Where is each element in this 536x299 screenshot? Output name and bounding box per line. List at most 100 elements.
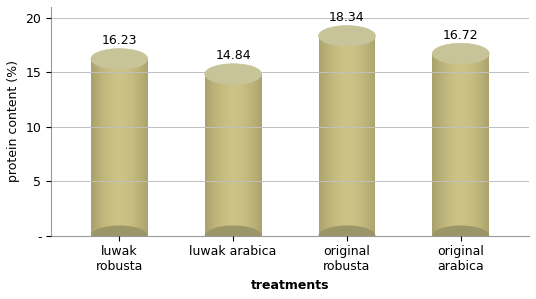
Bar <box>230 74 231 236</box>
Bar <box>210 74 211 236</box>
Bar <box>254 74 255 236</box>
Bar <box>464 54 465 236</box>
Bar <box>434 54 435 236</box>
Bar <box>122 59 123 236</box>
Bar <box>336 36 337 236</box>
Bar <box>112 59 113 236</box>
Bar <box>214 74 215 236</box>
Bar <box>145 59 146 236</box>
Bar <box>368 36 369 236</box>
Bar <box>141 59 142 236</box>
Bar <box>365 36 366 236</box>
Bar <box>478 54 479 236</box>
Bar <box>459 54 460 236</box>
Bar <box>227 74 228 236</box>
Bar <box>215 74 216 236</box>
Bar <box>124 59 125 236</box>
Bar <box>474 54 475 236</box>
Bar <box>259 74 260 236</box>
Bar <box>249 74 250 236</box>
Bar <box>92 59 93 236</box>
Bar <box>349 36 350 236</box>
Bar <box>438 54 439 236</box>
Bar <box>356 36 358 236</box>
Bar <box>332 36 333 236</box>
Bar <box>346 36 347 236</box>
Bar <box>367 36 368 236</box>
Bar <box>486 54 487 236</box>
Bar <box>257 74 258 236</box>
Bar <box>371 36 373 236</box>
Bar <box>468 54 470 236</box>
Bar <box>448 54 449 236</box>
Bar <box>477 54 478 236</box>
Bar <box>238 74 239 236</box>
Bar <box>211 74 212 236</box>
Bar <box>135 59 136 236</box>
Bar <box>322 36 323 236</box>
Bar <box>91 59 92 236</box>
Ellipse shape <box>433 225 489 246</box>
Bar <box>433 54 434 236</box>
Bar <box>460 54 461 236</box>
Bar <box>237 74 238 236</box>
Ellipse shape <box>205 64 262 84</box>
Bar <box>147 59 148 236</box>
Bar <box>128 59 129 236</box>
Bar <box>229 74 230 236</box>
Bar <box>483 54 485 236</box>
Bar <box>217 74 218 236</box>
Bar <box>108 59 109 236</box>
Bar <box>341 36 342 236</box>
Bar <box>100 59 101 236</box>
Bar <box>451 54 452 236</box>
Bar <box>93 59 94 236</box>
Bar <box>329 36 330 236</box>
Bar <box>456 54 457 236</box>
Bar <box>96 59 98 236</box>
Bar <box>101 59 102 236</box>
Bar <box>248 74 249 236</box>
Bar <box>140 59 141 236</box>
Bar <box>231 74 232 236</box>
Bar <box>437 54 438 236</box>
Bar <box>318 36 319 236</box>
Bar <box>360 36 361 236</box>
Bar <box>475 54 476 236</box>
Bar <box>330 36 331 236</box>
Bar <box>233 74 234 236</box>
Bar <box>117 59 118 236</box>
Bar <box>463 54 464 236</box>
Bar <box>337 36 338 236</box>
Bar <box>236 74 237 236</box>
Bar <box>319 36 321 236</box>
Bar <box>480 54 481 236</box>
Bar <box>351 36 352 236</box>
Bar <box>95 59 96 236</box>
Bar <box>216 74 217 236</box>
Bar <box>333 36 334 236</box>
Bar <box>205 74 206 236</box>
Bar <box>347 36 348 236</box>
Bar <box>366 36 367 236</box>
Bar <box>472 54 473 236</box>
Bar <box>340 36 341 236</box>
Bar <box>219 74 220 236</box>
Ellipse shape <box>205 225 262 246</box>
Bar <box>116 59 117 236</box>
Bar <box>212 74 213 236</box>
Bar <box>126 59 127 236</box>
Bar <box>225 74 226 236</box>
Bar <box>487 54 488 236</box>
Bar <box>485 54 486 236</box>
Bar <box>331 36 332 236</box>
Bar <box>242 74 243 236</box>
Bar <box>232 74 233 236</box>
Bar <box>328 36 329 236</box>
Bar <box>131 59 132 236</box>
Bar <box>327 36 328 236</box>
Bar <box>255 74 256 236</box>
Bar <box>370 36 371 236</box>
Bar <box>104 59 105 236</box>
Bar <box>325 36 326 236</box>
